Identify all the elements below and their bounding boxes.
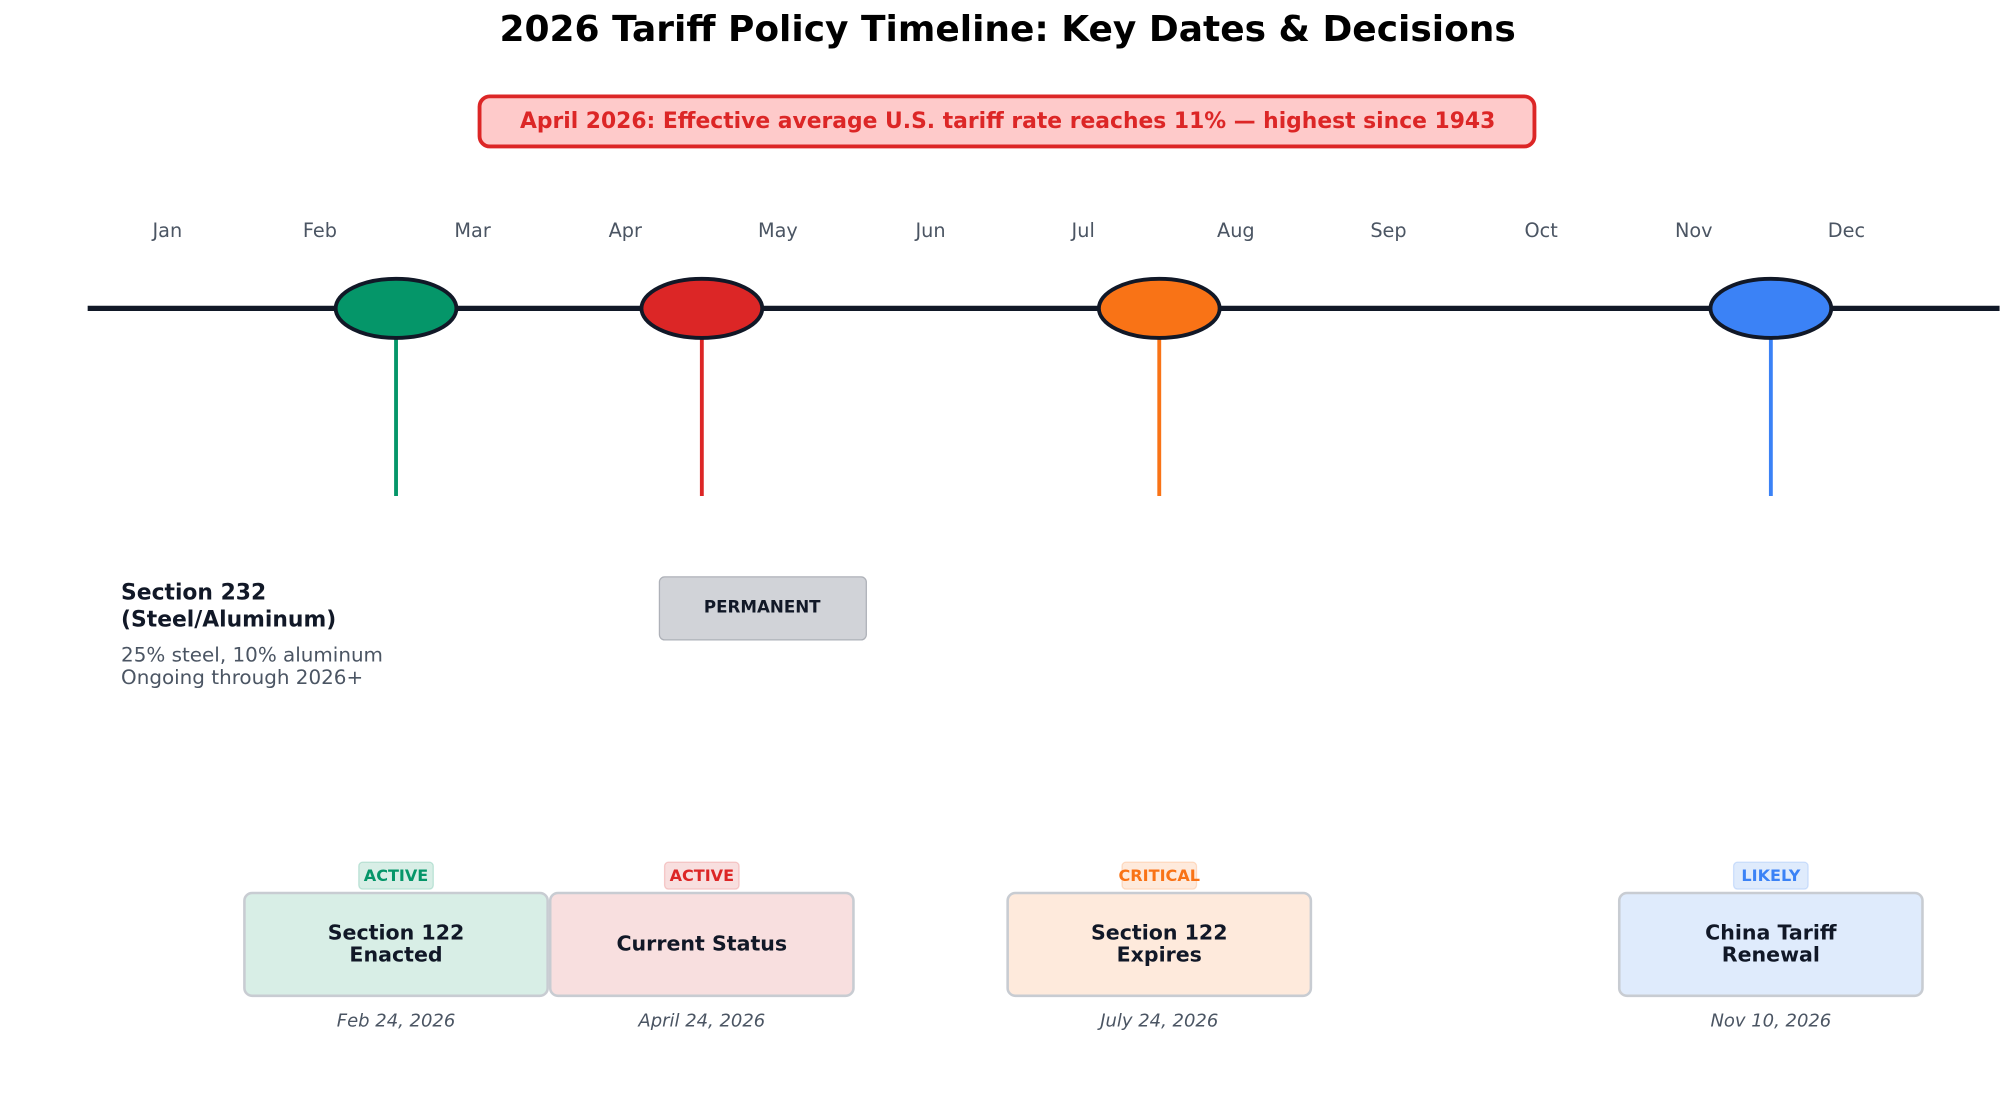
- month-label: May: [758, 219, 798, 242]
- banner-box: [477, 94, 1537, 149]
- status-box: [663, 861, 740, 890]
- month-label: Mar: [454, 219, 490, 242]
- event-date: Nov 10, 2026: [1710, 1010, 1831, 1031]
- event-label: Section 122 Enacted: [328, 920, 465, 966]
- month-label: Sep: [1370, 219, 1406, 242]
- note-title: Section 232 (Steel/Aluminum): [121, 581, 336, 633]
- status: ACTIVE: [670, 866, 735, 885]
- event-marker: [333, 276, 459, 340]
- status: CRITICAL: [1119, 866, 1200, 885]
- event-box: [1006, 891, 1313, 998]
- event-marker: [639, 276, 765, 340]
- event-marker: [1708, 276, 1834, 340]
- month-label: Feb: [303, 219, 337, 242]
- event-box: [1617, 891, 1924, 998]
- badge: PERMANENT: [704, 596, 821, 616]
- event-label: Current Status: [616, 931, 787, 955]
- event-box: [243, 891, 549, 998]
- month-label: Jan: [151, 219, 182, 242]
- month-label: Oct: [1524, 219, 1558, 242]
- note: Section 232 (Steel/Aluminum) 25% steel, 10…: [121, 581, 383, 689]
- status: ACTIVE: [364, 866, 429, 885]
- event-date: July 24, 2026: [1097, 1010, 1218, 1031]
- title: 2026 Tariff Policy Timeline: Key Dates &…: [499, 9, 1515, 50]
- badge-box: [658, 576, 867, 641]
- status-box: [1732, 861, 1809, 890]
- status-box: [1121, 861, 1198, 890]
- event-label: China Tariff Renewal: [1705, 920, 1837, 966]
- month-label: Nov: [1675, 219, 1713, 242]
- event-label: Section 122 Expires: [1091, 920, 1228, 966]
- month-label: Dec: [1828, 219, 1865, 242]
- status-box: [358, 861, 434, 890]
- note-body: 25% steel, 10% aluminum Ongoing through 2…: [121, 643, 383, 688]
- status: LIKELY: [1741, 866, 1800, 885]
- event-box: [548, 891, 855, 998]
- banner: April 2026: Effective average U.S. tarif…: [520, 109, 1495, 134]
- month-label: Aug: [1217, 219, 1255, 242]
- event-date: Feb 24, 2026: [337, 1010, 456, 1031]
- month-label: Jun: [914, 219, 945, 242]
- event-marker: [1096, 276, 1222, 340]
- event-date: April 24, 2026: [637, 1010, 765, 1031]
- month-label: Jul: [1071, 219, 1095, 242]
- month-label: Apr: [609, 219, 642, 242]
